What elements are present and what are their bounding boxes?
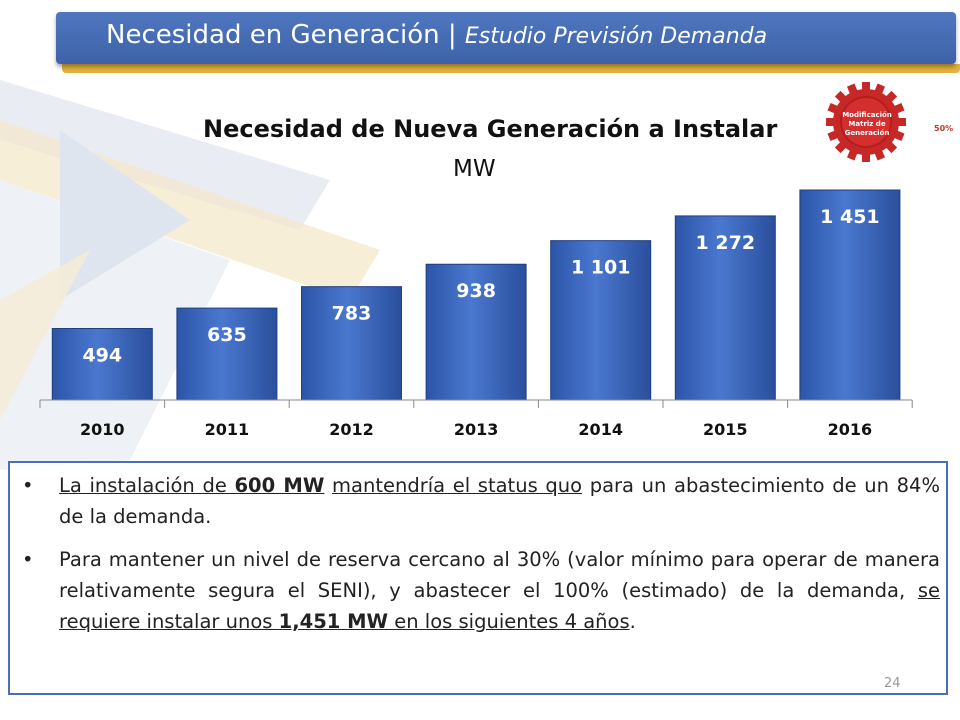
x-tick-label-2015: 2015 <box>703 420 748 439</box>
bullet-item: • La instalación de 600 MW mantendría el … <box>22 470 940 532</box>
bar-2012 <box>301 286 402 401</box>
data-label-2015: 1 272 <box>696 232 756 254</box>
bar-2013 <box>425 263 527 401</box>
bar-2010 <box>51 328 153 401</box>
bullet-text: Para mantener un nivel de reserva cercan… <box>59 548 940 602</box>
x-tick-label-2014: 2014 <box>578 420 623 439</box>
bullet-text: para un abastecimiento de un 84% de la d… <box>59 474 940 528</box>
x-tick-label-2013: 2013 <box>454 420 499 439</box>
bullet-dot-icon: • <box>22 548 34 571</box>
x-tick-label-2016: 2016 <box>828 420 873 439</box>
bullet-dot-icon: • <box>22 474 34 497</box>
bar-chart: 494 635 783 938 1 101 1 272 1 451 2010 2011 2012… <box>39 189 913 439</box>
bullet-text: se requiere instalar unos <box>59 579 940 633</box>
bullet-item: • Para mantener un nivel de reserva cerca… <box>22 544 940 637</box>
bullet-text: en los siguientes 4 años <box>388 610 630 633</box>
page-title: Necesidad en Generación | Estudio Previs… <box>106 20 767 50</box>
bullet-text: La instalación de <box>59 474 235 497</box>
bullet-list: • La instalación de 600 MW mantendría el … <box>22 470 940 649</box>
chart-title: Necesidad de Nueva Generación a Instalar <box>203 115 778 143</box>
bullet-text: 600 MW <box>234 474 325 497</box>
bullet-text <box>324 474 332 497</box>
data-label-2011: 635 <box>207 324 247 346</box>
bullet-text: 1,451 MW <box>278 610 389 633</box>
data-label-2013: 938 <box>456 280 496 302</box>
bar-2014 <box>550 240 652 401</box>
notes-box <box>8 461 948 695</box>
x-tick-label-2011: 2011 <box>205 420 250 439</box>
title-subtitle: Estudio Previsión Demanda <box>464 24 768 49</box>
x-tick-label-2012: 2012 <box>329 420 374 439</box>
title-main: Necesidad en Generación | <box>106 20 457 50</box>
bar-2011 <box>176 307 278 401</box>
data-label-2016: 1 451 <box>820 206 880 228</box>
data-label-2014: 1 101 <box>571 257 631 279</box>
bullet-text: . <box>629 610 636 633</box>
badge-percent: 50% <box>934 124 954 133</box>
data-label-2010: 494 <box>82 345 122 367</box>
gear-icon <box>826 82 906 162</box>
badge-label: Modificación Matriz de Generación <box>842 111 892 137</box>
data-label-2012: 783 <box>332 303 372 325</box>
chart-unit: MW <box>453 156 496 182</box>
x-tick-label-2010: 2010 <box>80 420 125 439</box>
page-number: 24 <box>884 676 901 691</box>
bullet-text: mantendría el status quo <box>332 474 583 497</box>
